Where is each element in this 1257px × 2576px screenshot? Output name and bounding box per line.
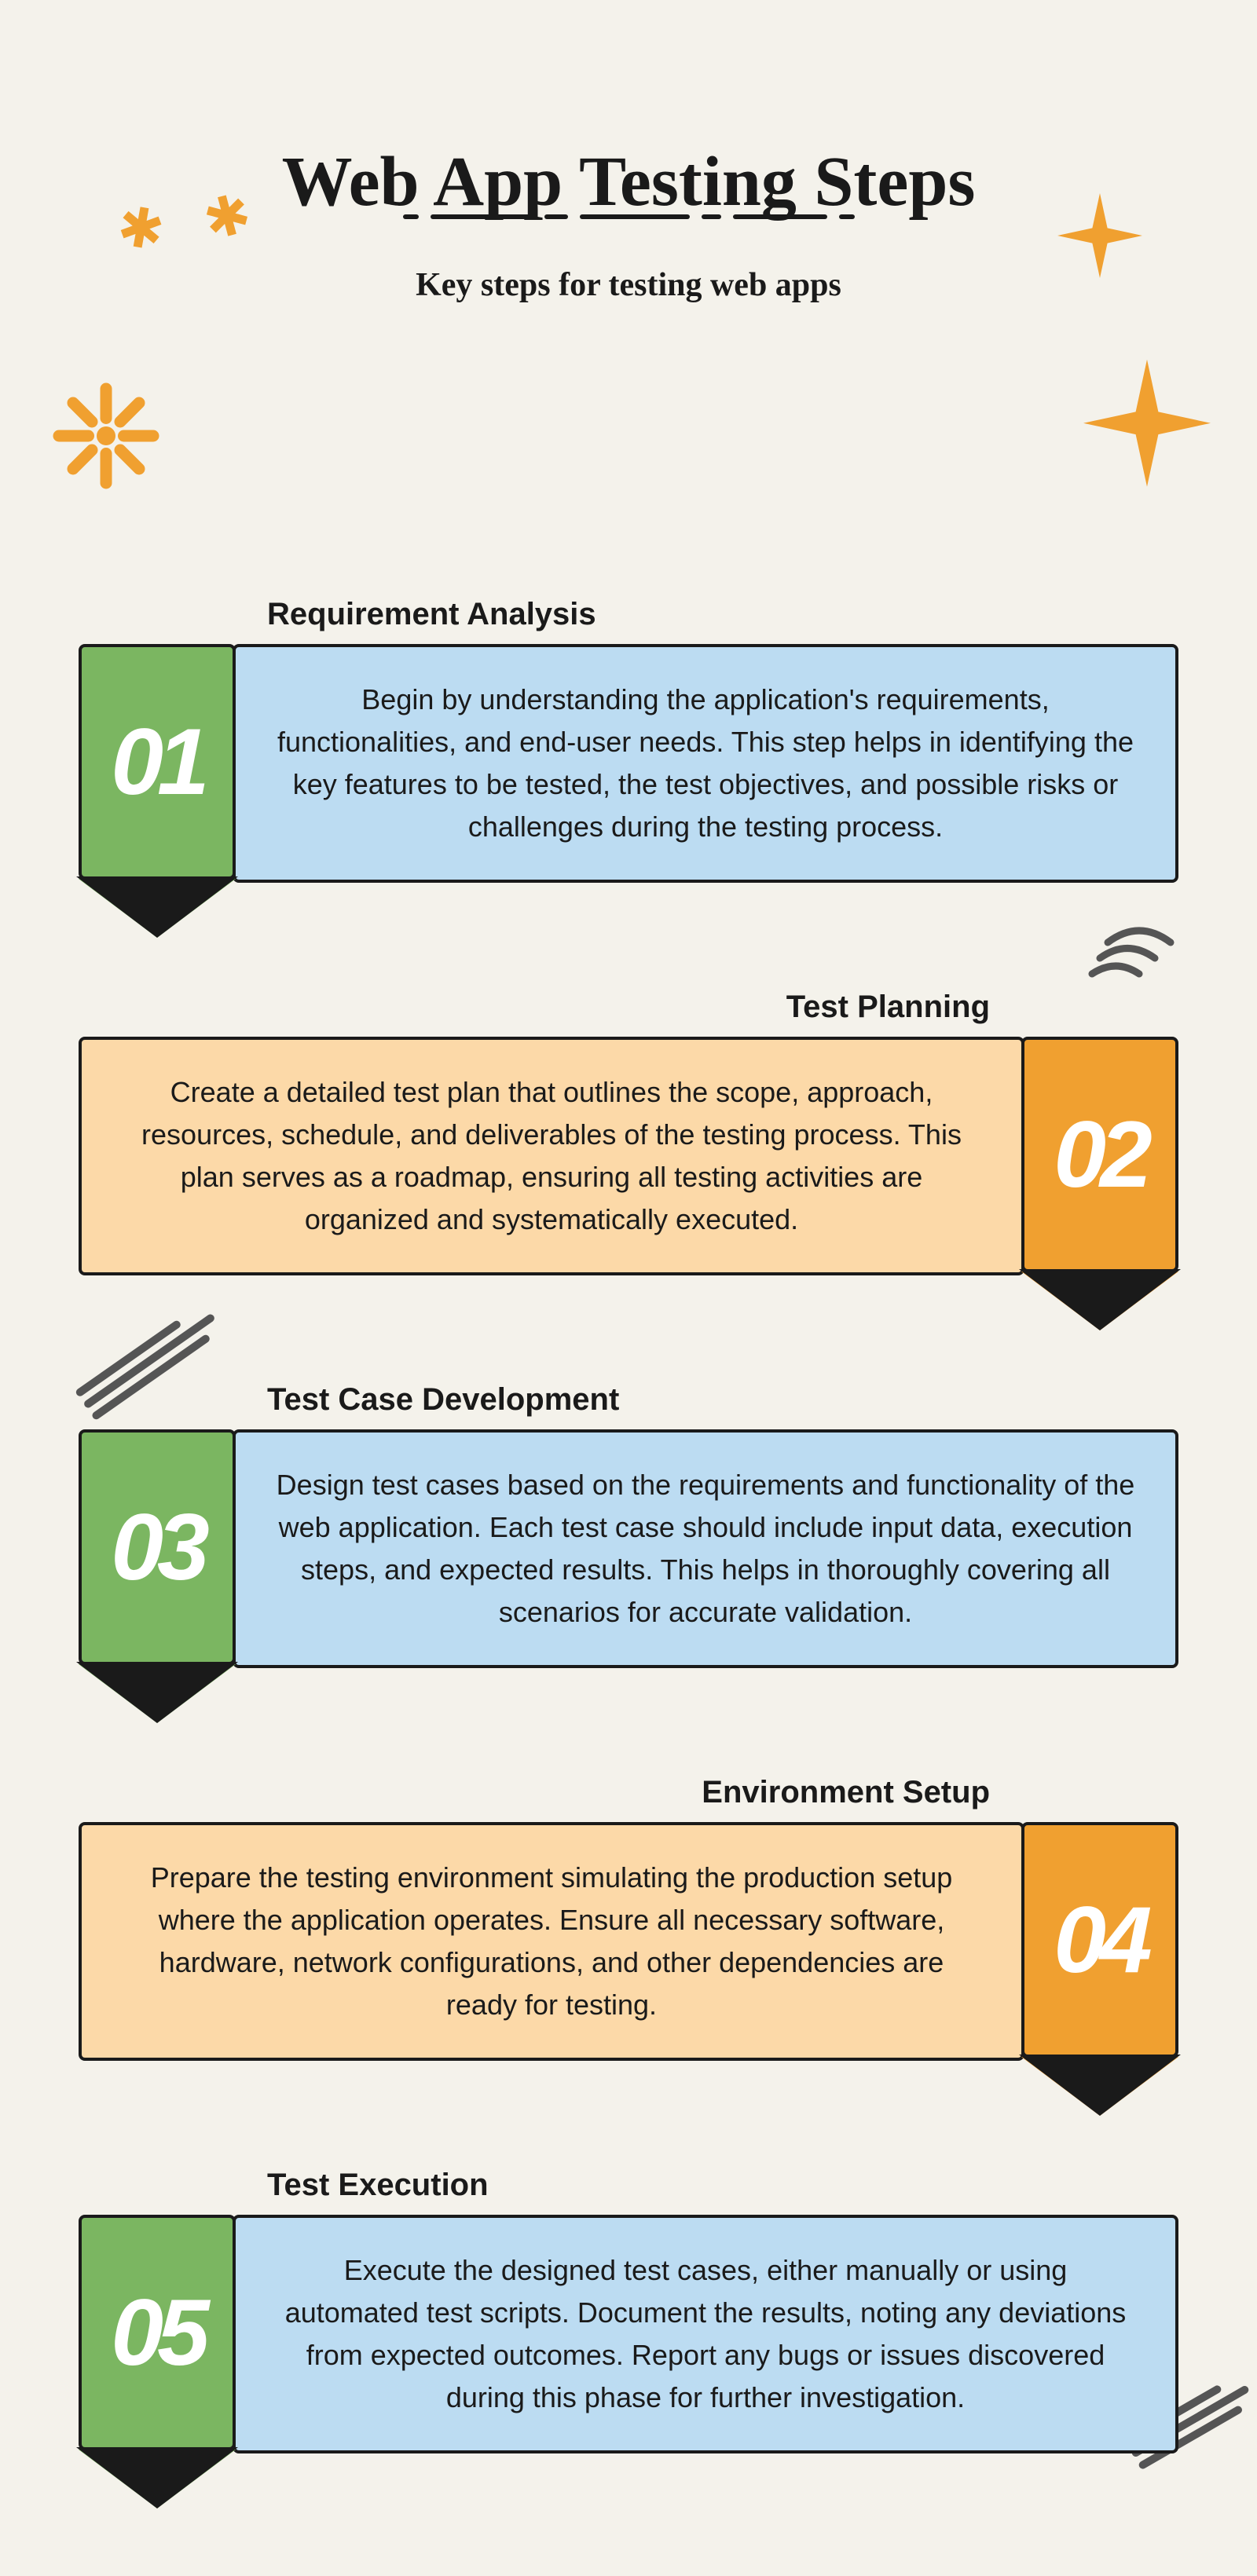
step-body: 04 Prepare the testing environment simula… [79,1822,1178,2061]
wifi-icon [1084,911,1178,993]
step-title: Test Planning [79,990,990,1025]
step-02: Test Planning 02 Create a detailed test pl… [79,990,1178,1275]
step-title: Environment Setup [79,1775,990,1810]
step-title: Test Execution [267,2168,1178,2203]
page-title: Web App Testing Steps [0,141,1257,222]
step-03: Test Case Development 03 Design test cases… [79,1382,1178,1668]
step-05: Test Execution 05 Execute the designed tes… [79,2168,1178,2453]
step-title: Requirement Analysis [267,597,1178,632]
step-content: Design test cases based on the requireme… [233,1429,1178,1668]
step-number: 04 [1054,1886,1145,1994]
step-arrow: 02 [1021,1037,1178,1275]
step-body: 03 Design test cases based on the require… [79,1429,1178,1668]
step-body: 05 Execute the designed test cases, eithe… [79,2215,1178,2453]
step-arrow: 05 [79,2215,236,2453]
step-arrow: 04 [1021,1822,1178,2061]
sparkle-icon [1076,353,1218,500]
burst-icon [47,377,165,499]
step-content: Prepare the testing environment simulati… [79,1822,1024,2061]
step-number: 02 [1054,1100,1145,1209]
step-content: Create a detailed test plan that outline… [79,1037,1024,1275]
step-arrow: 03 [79,1429,236,1668]
step-body: 02 Create a detailed test plan that outli… [79,1037,1178,1275]
step-content: Begin by understanding the application's… [233,644,1178,883]
step-01: Requirement Analysis 01 Begin by understan… [79,597,1178,883]
step-arrow: 01 [79,644,236,883]
step-04: Environment Setup 04 Prepare the testing e… [79,1775,1178,2061]
step-content: Execute the designed test cases, either … [233,2215,1178,2453]
step-number: 01 [111,708,203,816]
step-title: Test Case Development [267,1382,1178,1418]
step-number: 05 [111,2278,203,2387]
step-number: 03 [111,1493,203,1601]
step-body: 01 Begin by understanding the application… [79,644,1178,883]
